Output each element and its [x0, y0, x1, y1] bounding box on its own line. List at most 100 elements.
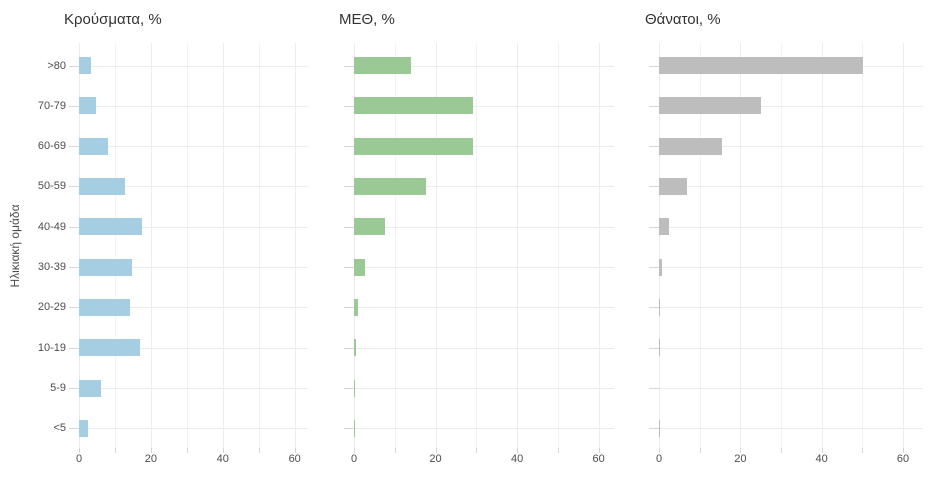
gridline-vertical-minor [186, 43, 188, 448]
chart-title-deaths: Θάνατοι, % [645, 11, 721, 28]
gridline-horizontal [79, 146, 308, 148]
gridline-horizontal [79, 186, 308, 188]
gridline-horizontal [79, 267, 308, 269]
bar [354, 57, 411, 74]
x-tick-label: 20 [734, 453, 747, 465]
chart-title-cases: Κρούσματα, % [64, 11, 162, 28]
bar [659, 177, 688, 195]
x-axis-tick [79, 448, 80, 453]
y-axis-tick [649, 226, 659, 228]
x-axis-tick [821, 448, 823, 453]
bar [79, 258, 133, 276]
gridline-horizontal [354, 146, 614, 148]
gridline-horizontal [79, 388, 308, 390]
y-axis-tick [69, 226, 79, 228]
bar [354, 258, 365, 276]
gridline-vertical [659, 43, 660, 448]
bar [354, 177, 426, 195]
gridline-vertical [79, 43, 80, 448]
gridline-vertical-minor [699, 43, 701, 448]
bar [79, 218, 142, 236]
gridline-vertical-minor [781, 43, 782, 448]
gridline-horizontal [79, 347, 308, 349]
y-axis-tick [69, 388, 79, 390]
y-axis-tick [344, 226, 354, 228]
gridline-horizontal [659, 388, 923, 390]
bar [79, 137, 108, 155]
x-tick-label: 40 [510, 453, 524, 465]
gridline-horizontal [354, 347, 614, 349]
y-axis-tick [344, 186, 354, 188]
bar [659, 97, 761, 115]
x-axis-tick [354, 448, 355, 453]
x-tick-label: 20 [144, 453, 158, 465]
bar [659, 57, 864, 74]
gridline-horizontal [354, 388, 614, 390]
y-axis-tick [649, 105, 659, 107]
x-axis-tick [740, 448, 742, 453]
gridline-horizontal [659, 428, 923, 430]
gridline-horizontal [659, 307, 923, 309]
gridline-horizontal [79, 105, 308, 107]
gridline-vertical [354, 43, 355, 448]
y-axis-tick [69, 146, 79, 148]
x-tick-label: 40 [216, 453, 229, 465]
gridline-horizontal [354, 226, 614, 228]
gridline-horizontal [659, 226, 923, 228]
y-axis-tick [649, 186, 659, 188]
gridline-horizontal [659, 186, 923, 188]
gridline-vertical [294, 43, 296, 448]
y-axis-tick [69, 307, 79, 309]
bar [79, 298, 131, 316]
gridline-vertical-minor [258, 43, 260, 448]
x-tick-label: 60 [288, 453, 301, 465]
bar [79, 57, 91, 74]
x-axis-tick [862, 448, 864, 453]
gridline-horizontal [659, 347, 923, 349]
gridline-vertical [903, 43, 905, 448]
gridline-vertical [821, 43, 823, 448]
gridline-vertical [435, 43, 437, 448]
bar [79, 177, 126, 195]
y-axis-tick [649, 65, 659, 67]
gridline-horizontal [659, 146, 923, 148]
gridline-vertical-minor [862, 43, 864, 448]
y-axis-tick [649, 428, 659, 430]
gridline-vertical-minor [394, 43, 396, 448]
x-axis-tick [394, 448, 396, 453]
gridline-vertical [740, 43, 742, 448]
y-axis-tick [344, 105, 354, 107]
y-axis-tick [344, 65, 354, 67]
gridline-horizontal [79, 307, 308, 309]
x-axis-tick [598, 448, 600, 453]
y-tick-label: <5 [53, 422, 66, 435]
bar [659, 258, 662, 276]
y-axis-title: Ηλικιακή ομάδα [8, 204, 22, 288]
x-axis-tick [903, 448, 905, 453]
x-axis-tick [435, 448, 437, 453]
x-axis-tick [186, 448, 188, 453]
y-axis-tick [344, 307, 354, 309]
gridline-vertical [150, 43, 152, 448]
x-axis-tick [258, 448, 260, 453]
y-axis-tick [69, 428, 79, 430]
gridline-horizontal [79, 428, 308, 430]
y-axis-tick [649, 146, 659, 148]
gridline-horizontal [354, 65, 614, 67]
gridline-vertical-minor [557, 43, 559, 448]
y-tick-label: 40-49 [37, 220, 66, 233]
bar [354, 379, 355, 397]
x-axis-tick [476, 448, 478, 453]
y-tick-label: 50-59 [37, 180, 66, 193]
x-tick-label: 40 [815, 453, 828, 465]
gridline-vertical [517, 43, 519, 448]
gridline-horizontal [79, 65, 308, 67]
y-axis-tick [69, 105, 79, 107]
x-axis-tick [222, 448, 224, 453]
y-axis-tick [649, 388, 659, 390]
gridline-vertical [222, 43, 224, 448]
y-tick-label: 30-39 [37, 261, 66, 274]
y-axis-tick [344, 428, 354, 430]
y-tick-label: 60-69 [37, 140, 66, 153]
bar [354, 218, 385, 236]
